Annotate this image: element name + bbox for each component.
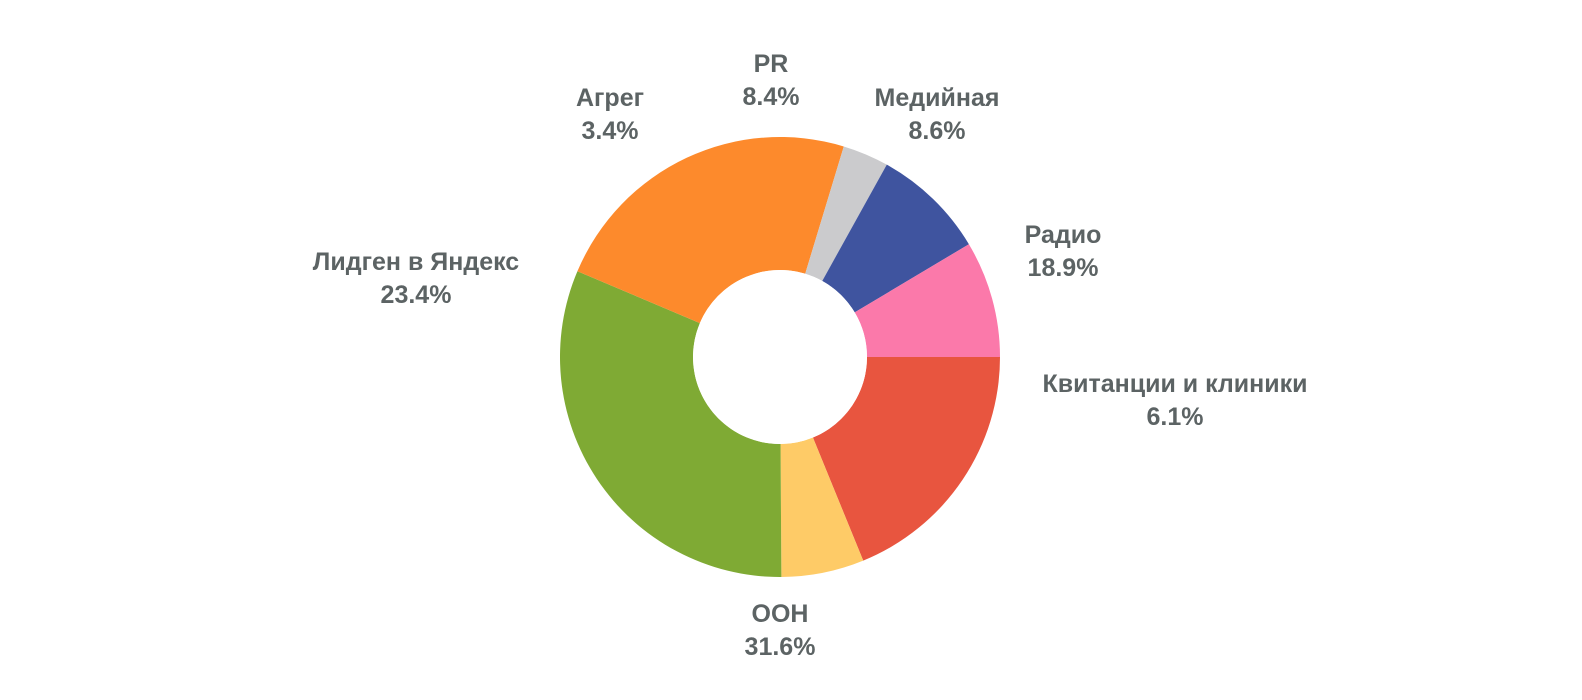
slice-value-3: 31.6% — [745, 633, 816, 661]
slice-label-4: Лидген в Яндекс — [313, 248, 519, 276]
slice-labels: Радио 18.9% Квитанции и клиники 6.1% OOH 31.6… — [313, 50, 1308, 661]
slice-5 — [805, 146, 887, 281]
slice-7 — [854, 244, 1000, 357]
donut-slices — [560, 137, 1000, 577]
slice-label-1: Радио — [1025, 221, 1102, 249]
slice-3 — [560, 271, 782, 577]
slice-label-3: OOH — [752, 600, 809, 628]
slice-label-6: PR — [754, 50, 789, 78]
slice-1 — [812, 357, 1000, 561]
slice-value-4: 23.4% — [381, 281, 452, 309]
slice-label-5: Агрег — [576, 84, 644, 112]
slice-4 — [577, 137, 844, 324]
slice-label-7: Медийная — [875, 84, 1000, 112]
slice-label-2: Квитанции и клиники — [1042, 370, 1307, 398]
slice-2 — [780, 437, 864, 577]
slice-value-1: 18.9% — [1028, 254, 1099, 282]
donut-hole — [693, 270, 867, 444]
slice-value-2: 6.1% — [1147, 403, 1204, 431]
slice-value-6: 8.4% — [743, 83, 800, 111]
slice-value-7: 8.6% — [909, 117, 966, 145]
slice-value-5: 3.4% — [582, 117, 639, 145]
slice-6 — [822, 164, 969, 313]
